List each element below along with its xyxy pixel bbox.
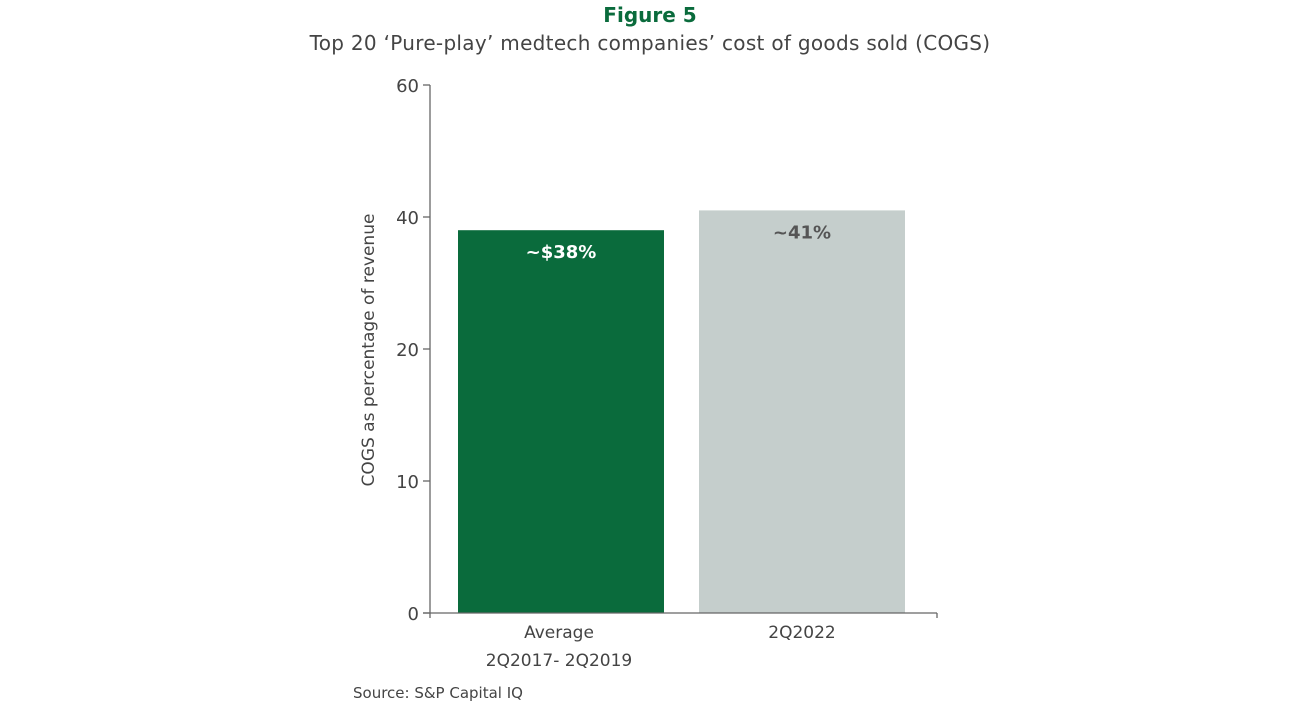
x-category-label: 2Q2022 <box>768 623 835 643</box>
bar-1 <box>458 230 664 613</box>
x-category-label: 2Q2017- 2Q2019 <box>486 651 632 671</box>
y-axis-title: COGS as percentage of revenue <box>359 214 379 487</box>
data-label-2: ~41% <box>773 222 831 243</box>
chart-title: Top 20 ‘Pure-play’ medtech companies’ co… <box>309 31 991 55</box>
data-label-1: ~$38% <box>526 242 597 263</box>
y-tick-label: 20 <box>396 340 419 361</box>
bar-2 <box>699 210 905 613</box>
y-tick-label: 10 <box>396 472 419 493</box>
y-tick-label: 40 <box>396 208 419 229</box>
x-category-label: Average <box>524 623 594 643</box>
y-tick-label: 60 <box>396 76 419 97</box>
y-tick-label: 0 <box>408 604 419 625</box>
figure-label: Figure 5 <box>603 3 697 27</box>
source-note: Source: S&P Capital IQ <box>353 684 523 702</box>
